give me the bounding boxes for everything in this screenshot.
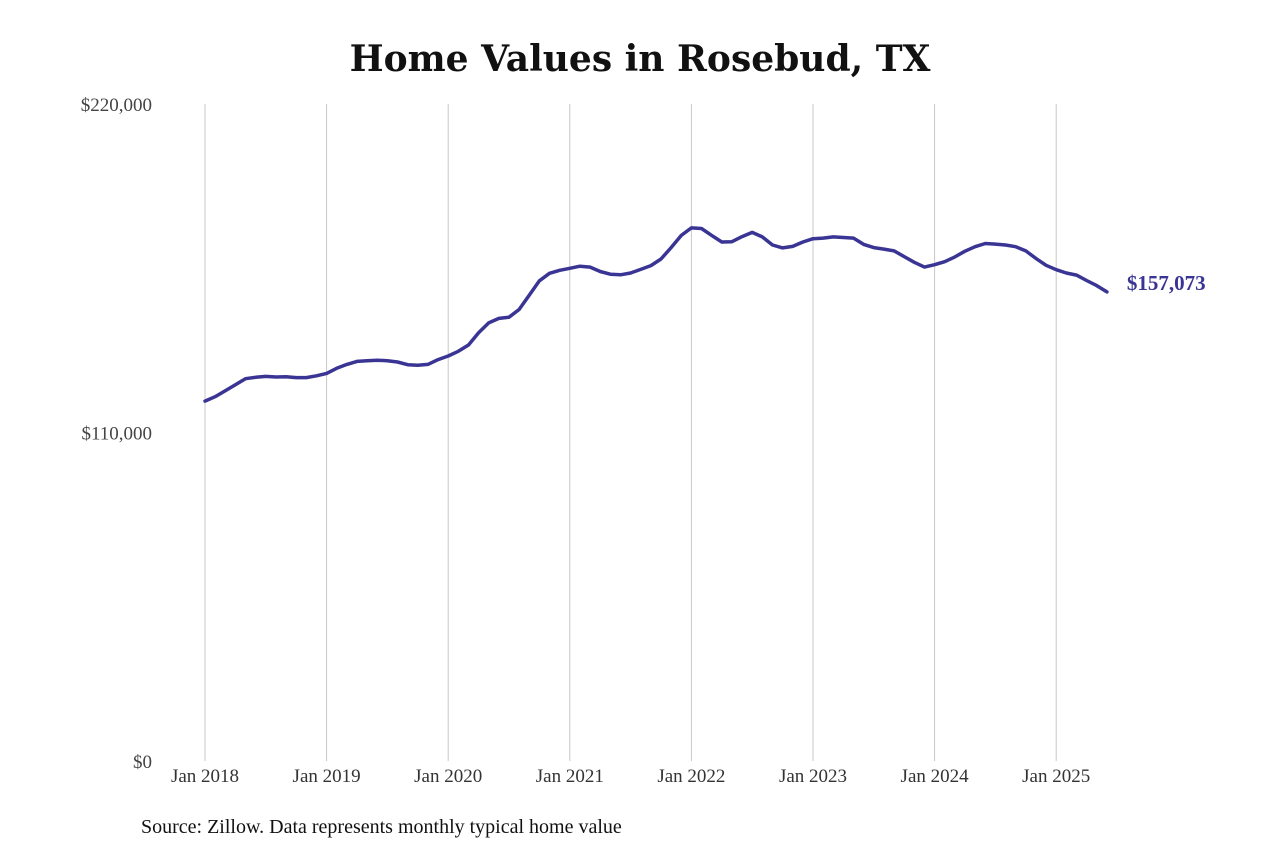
source-note: Source: Zillow. Data represents monthly …: [141, 816, 622, 838]
y-tick-label: $110,000: [81, 424, 152, 445]
gridlines: [204, 104, 1057, 761]
end-value-label: $157,073: [1127, 271, 1206, 295]
x-tick-label: Jan 2019: [293, 766, 361, 787]
x-tick-label: Jan 2022: [657, 766, 725, 787]
x-tick-label: Jan 2025: [1022, 766, 1090, 787]
chart-title: Home Values in Rosebud, TX: [349, 38, 931, 80]
series-line: [203, 226, 1109, 403]
x-tick-label: Jan 2018: [171, 766, 239, 787]
y-tick-label: $0: [133, 752, 152, 773]
x-tick-label: Jan 2020: [414, 766, 482, 787]
x-tick-label: Jan 2024: [901, 766, 970, 787]
y-tick-label: $220,000: [81, 95, 152, 116]
x-tick-label: Jan 2021: [536, 766, 604, 787]
x-tick-label: Jan 2023: [779, 766, 847, 787]
y-axis-ticks: $0 $110,000 $220,000: [81, 95, 152, 773]
x-axis-ticks: Jan 2018 Jan 2019 Jan 2020 Jan 2021 Jan 2022…: [171, 766, 1090, 787]
